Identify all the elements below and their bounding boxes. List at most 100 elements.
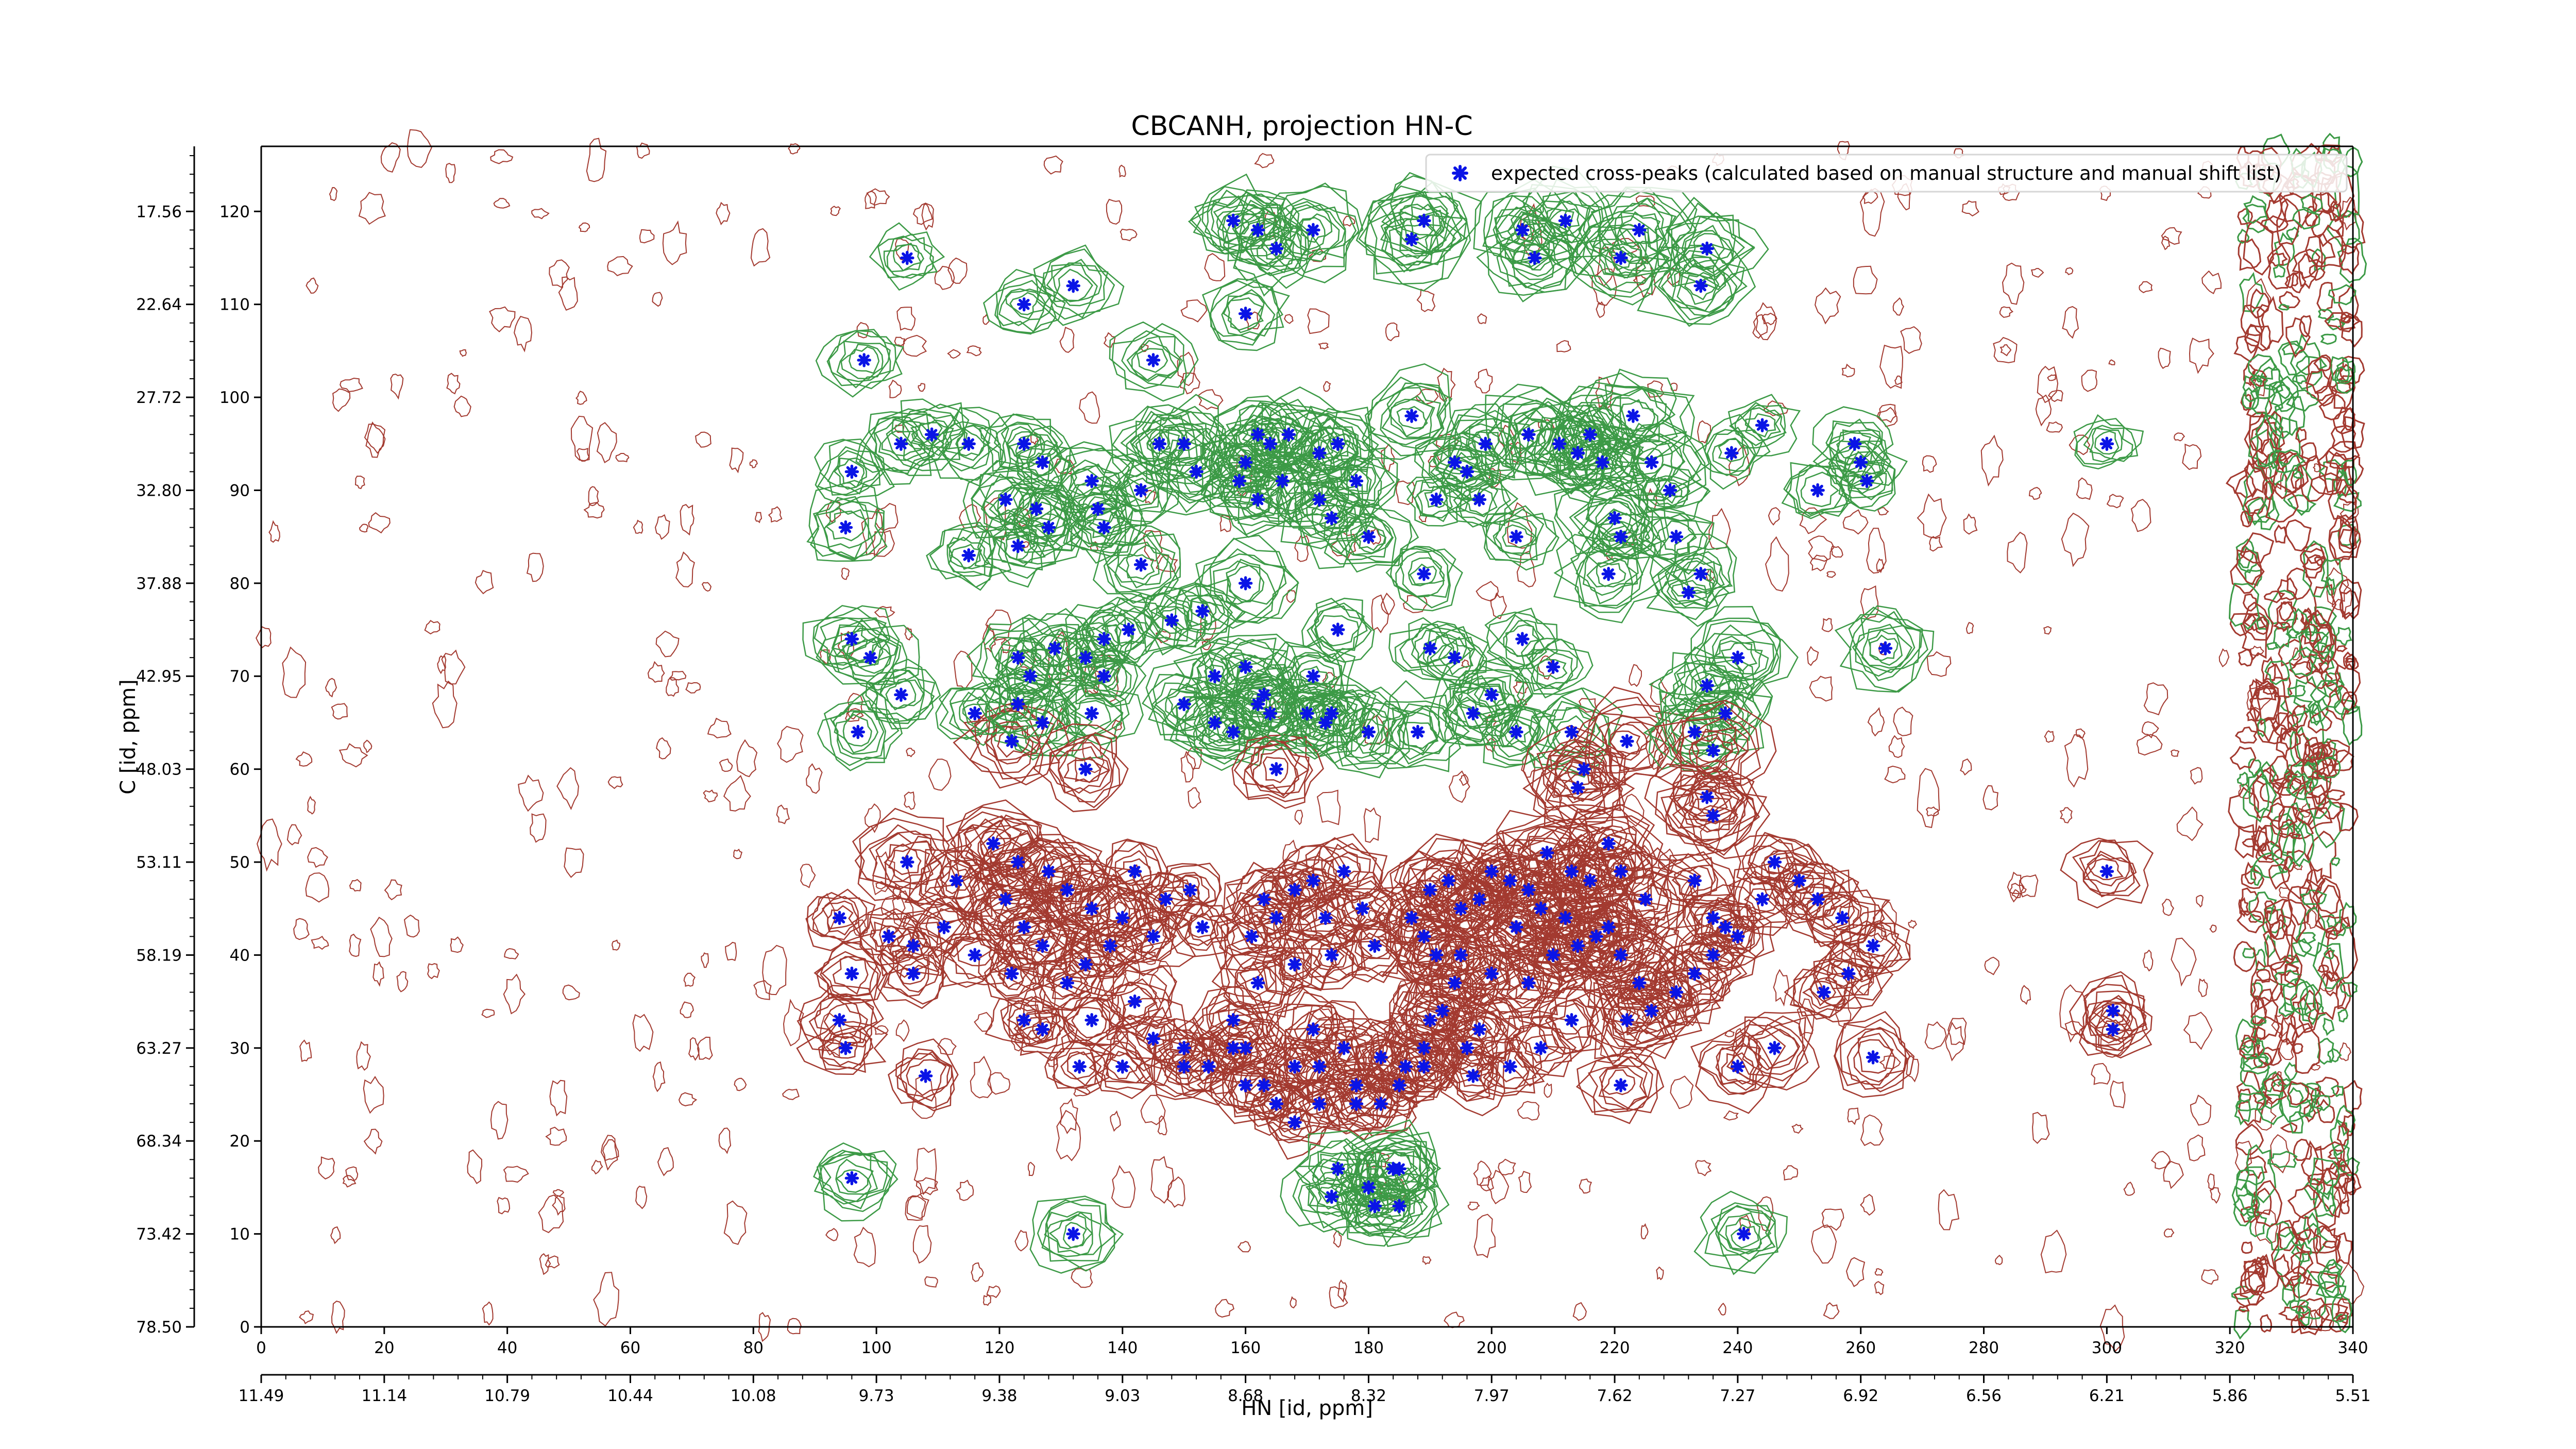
peak-marker <box>1521 975 1536 990</box>
contour-line <box>1752 314 1768 339</box>
contour-line <box>796 1021 888 1075</box>
contour-line <box>354 475 365 490</box>
peak-marker <box>1349 1078 1364 1092</box>
contour-line <box>2317 884 2344 933</box>
peak-marker <box>1767 1041 1782 1055</box>
contour-line <box>1250 229 1303 274</box>
x-ppm-tick-label: 7.97 <box>1474 1387 1510 1405</box>
contour-line <box>342 1175 357 1188</box>
contour-line <box>1208 999 1260 1037</box>
peak-marker <box>1718 706 1733 721</box>
contour-line <box>1365 1052 1436 1119</box>
contour-line <box>723 1200 748 1245</box>
contour-line <box>1454 1009 1502 1049</box>
contour-line <box>2247 1253 2280 1294</box>
contour-line <box>331 1300 345 1334</box>
peak-marker <box>1546 660 1561 674</box>
contour-line <box>1302 837 1388 909</box>
contour-line <box>2073 417 2144 465</box>
contour-line <box>2300 442 2317 465</box>
x-tick-label: 160 <box>1230 1339 1261 1357</box>
contour-line <box>1353 1166 1450 1239</box>
contour-line <box>1184 693 1276 771</box>
contour-line <box>718 1127 732 1154</box>
peak-marker <box>1238 1041 1253 1055</box>
peak-marker <box>1392 1078 1406 1092</box>
contour-line <box>2289 1111 2304 1134</box>
contour-line <box>894 336 906 346</box>
contour-line <box>1120 472 1159 507</box>
peak-marker <box>1620 734 1634 749</box>
contour-line <box>1516 550 1536 587</box>
contour-line <box>2082 854 2130 887</box>
peak-marker <box>1035 1022 1050 1037</box>
peak-marker <box>1466 706 1481 721</box>
peak-marker <box>1570 780 1585 795</box>
contour-line <box>2296 1228 2322 1254</box>
contour-line <box>1316 789 1341 825</box>
chart-title: CBCANH, projection HN-C <box>1131 111 1472 142</box>
contour-line <box>2287 772 2315 801</box>
x-tick-label: 100 <box>861 1339 892 1357</box>
contour-line <box>810 496 885 559</box>
peak-marker <box>1029 501 1044 516</box>
peak-marker <box>1570 938 1585 953</box>
contour-line <box>1279 1077 1359 1133</box>
contour-line <box>1294 810 1303 825</box>
contour-line <box>1704 414 1771 490</box>
contour-line <box>1884 765 1906 784</box>
contour-line <box>1100 840 1170 894</box>
contour-line <box>821 1021 874 1073</box>
contour-line <box>1031 863 1110 915</box>
contour-line <box>1644 508 1713 572</box>
contour-line <box>1533 744 1623 830</box>
x-ppm-tick-label: 8.32 <box>1351 1387 1386 1405</box>
contour-line <box>2289 1299 2309 1314</box>
contour-line <box>1197 389 1224 410</box>
contour-line <box>1280 483 1367 569</box>
y-tick-label: 80 <box>230 575 250 593</box>
contour-line <box>918 907 970 946</box>
contour-line <box>2282 978 2309 1013</box>
peak-marker <box>1700 241 1714 256</box>
x-ppm-tick-label: 9.73 <box>859 1387 894 1405</box>
contour-line <box>1657 250 1748 321</box>
peak-marker <box>1731 1059 1745 1074</box>
contour-line <box>1708 640 1763 675</box>
contour-line <box>1579 1178 1592 1194</box>
peak-marker <box>1066 278 1080 293</box>
contour-line <box>1069 698 1112 730</box>
contour-line <box>1143 530 1163 562</box>
contour-line <box>1261 1084 1330 1160</box>
contour-line <box>1209 548 1287 617</box>
peak-marker <box>1595 455 1609 470</box>
contour-line <box>307 796 316 815</box>
contour-line <box>2336 645 2348 652</box>
contour-line <box>1510 184 1602 261</box>
peak-marker <box>1663 483 1677 498</box>
contour-line <box>2240 304 2265 336</box>
contour-line <box>2283 464 2313 516</box>
contour-line <box>2225 468 2257 499</box>
x-ppm-tick-label: 5.51 <box>2335 1387 2370 1405</box>
contour-line <box>1306 433 1398 519</box>
contour-line <box>2304 1002 2326 1020</box>
contour-line <box>2292 710 2325 767</box>
contour-line <box>974 699 1046 780</box>
contour-line <box>370 917 393 957</box>
peak-marker <box>924 427 939 442</box>
contour-line <box>818 1151 899 1222</box>
contour-line <box>2243 219 2274 276</box>
contour-line <box>1812 940 1886 1009</box>
contour-line <box>1349 718 1386 747</box>
contour-line <box>450 936 464 953</box>
contour-line <box>1286 697 1327 728</box>
contour-line <box>989 636 1047 679</box>
x-tick-label: 340 <box>2337 1339 2368 1357</box>
contour-line <box>904 849 1016 926</box>
contour-line <box>586 138 607 182</box>
contour-line <box>734 1077 747 1091</box>
contour-line <box>1481 902 1556 959</box>
contour-line <box>977 828 1011 865</box>
